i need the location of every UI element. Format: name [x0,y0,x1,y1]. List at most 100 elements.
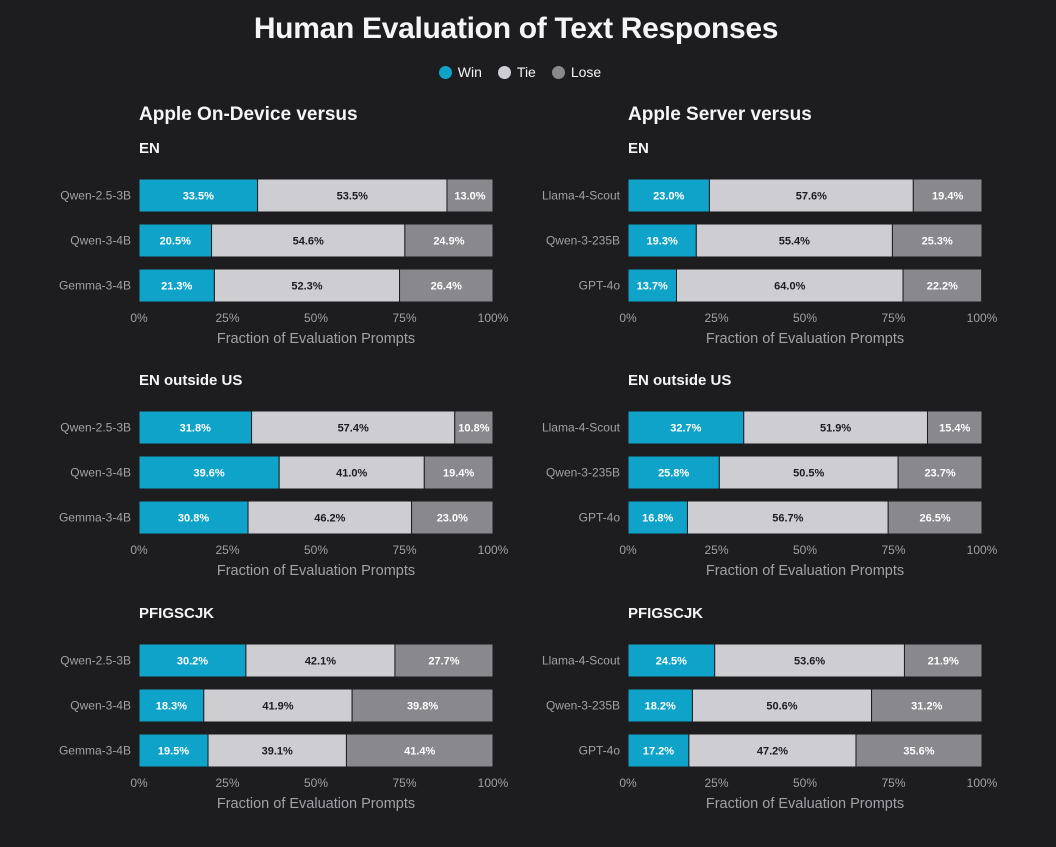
x-tick-label: 25% [215,311,239,325]
data-label-lose: 26.5% [919,513,950,525]
x-tick-label: 0% [130,311,148,325]
bar-tie [251,410,456,445]
x-tick-label: 50% [304,776,328,790]
x-axis-label: Fraction of Evaluation Prompts [706,563,904,579]
panel-1: EN Llama-4-Scout 23.0% 57.6% 19.4% Qwen-3-235… [542,140,998,347]
data-label-tie: 41.0% [336,468,367,480]
data-label-tie: 57.6% [796,191,827,203]
category-label: Gemma-3-4B [59,279,131,293]
data-label-win: 33.5% [183,191,214,203]
x-axis-label: Fraction of Evaluation Prompts [706,796,904,812]
x-tick-label: 100% [478,311,509,325]
panel-subtitle: EN outside US [139,372,242,389]
data-label-tie: 42.1% [305,656,336,668]
panel-subtitle: EN outside US [628,372,731,389]
x-tick-label: 25% [215,543,239,557]
category-label: Qwen-3-4B [70,466,131,480]
data-label-lose: 25.3% [922,236,953,248]
bar-win [138,688,205,723]
data-label-lose: 19.4% [932,191,963,203]
category-label: Llama-4-Scout [542,654,621,668]
bar-win [627,643,716,678]
bar-win [627,268,677,303]
bar-tie [714,643,905,678]
bar-win [138,223,213,258]
x-tick-label: 100% [478,543,509,557]
bar-win [627,455,720,490]
data-label-win: 20.5% [160,236,191,248]
data-label-lose: 13.0% [454,191,485,203]
x-tick-label: 25% [215,776,239,790]
data-label-tie: 39.1% [262,746,293,758]
data-label-win: 23.0% [653,191,684,203]
legend-item-win: Win [438,64,482,80]
data-label-tie: 41.9% [262,701,293,713]
data-label-win: 25.8% [658,468,689,480]
bar-lose [446,178,494,213]
legend-label-win: Win [457,64,482,80]
panel-subtitle: PFIGSCJK [628,605,703,622]
data-label-win: 17.2% [643,746,674,758]
x-tick-label: 50% [304,543,328,557]
data-label-tie: 50.6% [766,701,797,713]
data-label-lose: 23.0% [437,513,468,525]
data-label-tie: 57.4% [338,423,369,435]
bar-tie [686,500,889,535]
x-tick-label: 0% [130,776,148,790]
x-tick-label: 50% [793,543,817,557]
x-tick-label: 0% [619,776,637,790]
bar-lose [926,410,983,445]
x-tick-label: 0% [619,543,637,557]
bar-tie [245,643,396,678]
panel-subtitle: EN [139,140,160,157]
data-label-win: 18.2% [645,701,676,713]
panel-subtitle: PFIGSCJK [139,605,214,622]
bar-lose [912,178,983,213]
data-label-tie: 51.9% [820,423,851,435]
x-tick-label: 25% [704,543,728,557]
bar-lose [345,733,494,768]
bar-tie [211,223,406,258]
data-label-win: 24.5% [656,656,687,668]
data-label-tie: 55.4% [779,236,810,248]
data-label-win: 31.8% [180,423,211,435]
data-label-tie: 47.2% [757,746,788,758]
data-label-lose: 24.9% [433,236,464,248]
bar-lose [423,455,494,490]
bar-win [627,410,745,445]
bar-lose [454,410,494,445]
legend-swatch-win [438,65,452,79]
bar-tie [688,733,857,768]
data-label-lose: 27.7% [428,656,459,668]
bar-lose [871,688,983,723]
category-label: Qwen-2.5-3B [60,189,131,203]
x-tick-label: 50% [304,311,328,325]
x-tick-label: 50% [793,776,817,790]
legend: Win Tie Lose [0,64,1040,80]
bar-tie [708,178,914,213]
category-label: Gemma-3-4B [59,511,131,525]
data-label-tie: 54.6% [293,236,324,248]
data-label-lose: 31.2% [911,701,942,713]
bar-lose [903,643,983,678]
data-label-lose: 19.4% [443,468,474,480]
bar-lose [897,455,983,490]
bar-tie [718,455,899,490]
data-label-tie: 64.0% [774,281,805,293]
x-tick-label: 0% [130,543,148,557]
category-label: Qwen-3-235B [546,466,620,480]
category-label: GPT-4o [579,279,621,293]
legend-swatch-tie [497,65,511,79]
data-label-win: 21.3% [161,281,192,293]
data-label-win: 13.7% [637,281,668,293]
bar-win [627,223,697,258]
data-label-win: 30.2% [177,656,208,668]
category-label: Qwen-3-235B [546,234,620,248]
legend-label-lose: Lose [570,64,602,80]
bar-tie [676,268,904,303]
bar-lose [891,223,983,258]
data-label-lose: 41.4% [404,746,435,758]
category-label: GPT-4o [579,511,621,525]
bar-tie [691,688,873,723]
